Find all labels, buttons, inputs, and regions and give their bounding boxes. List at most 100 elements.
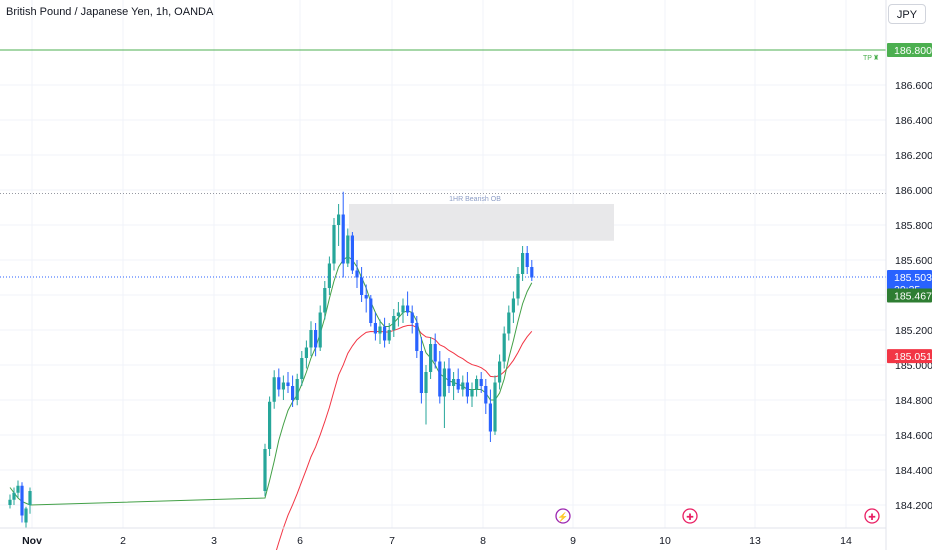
candle-body [452,379,456,386]
candle-body [507,312,511,334]
y-tick-label: 186.000 [895,185,932,197]
x-tick-label: 7 [389,535,395,547]
candle [369,295,373,327]
x-tick-label: 8 [480,535,486,547]
candle [314,323,318,357]
y-tick-label: 184.800 [895,395,932,407]
uk-flag-icon-glyph: ✚ [686,512,694,522]
tp-price-tag-bg [887,43,932,57]
candle-body [415,323,419,351]
y-tick-label: 186.600 [895,80,932,92]
candle-body [493,382,497,432]
candle [498,354,502,390]
candle-body [406,305,410,313]
candle-body [346,235,350,264]
x-tick-label: 3 [211,535,217,547]
candle [16,480,20,498]
candle-body [387,330,391,341]
ma-slow-tag: 185.051 [894,351,932,363]
candle [424,365,428,425]
candle [360,267,364,302]
y-tick-label: 185.800 [895,220,932,232]
candle-body [20,485,24,516]
candle-body [309,330,313,348]
candle [268,396,272,456]
candle [332,218,336,271]
y-tick-label: 185.600 [895,255,932,267]
candle [438,351,442,404]
x-tick-label: 6 [297,535,303,547]
time-axis[interactable]: Nov 2 3 6 7 8 9 10 13 14 [22,535,852,547]
candle [406,291,410,316]
candle-body [8,499,12,505]
candle-body [263,449,267,491]
candle [263,443,267,497]
candle [410,305,414,334]
x-tick-label: 9 [570,535,576,547]
candle-body [530,267,534,278]
x-tick-label: 13 [749,535,761,547]
lightning-icon-glyph: ⚡ [557,511,568,523]
candle-body [488,403,492,432]
candle-body [521,253,525,274]
candle-body [484,386,488,404]
events: ⚡ ✚ ✚ [555,508,880,524]
candle-body [479,379,483,386]
candle [530,260,534,281]
bearish-ob-zone [349,204,614,241]
candle-body [355,270,359,278]
uk-flag-icon: ✚ [682,508,698,524]
ma-slow-tag-bg [887,349,932,364]
lightning-icon-circle [555,508,571,524]
candle [507,305,511,341]
candle-body [318,312,322,348]
candle [387,323,391,344]
candle [24,506,28,528]
candle-body [369,298,373,323]
candle-body [341,214,345,264]
candle-body [12,492,16,500]
candle [452,372,456,400]
y-tick-label: 186.200 [895,150,932,162]
symbol-title[interactable]: British Pound / Japanese Yen, 1h, OANDA [6,6,214,18]
candle-body [304,347,308,358]
candle-body [475,379,479,390]
candle [350,232,354,274]
candle [286,372,290,393]
candle-body [314,330,318,348]
candle [502,326,506,369]
candle [373,312,377,341]
candle [277,368,281,397]
candle-body [392,316,396,330]
candle-body [281,382,285,390]
tp-annotation: TP [863,55,872,62]
candle-body [378,326,382,334]
grid [0,0,886,528]
candle-body [360,277,364,295]
candle [327,256,331,295]
candle-body [456,379,460,390]
candle-body [429,344,433,372]
candle [493,375,497,435]
lightning-icon: ⚡ [555,508,571,524]
x-tick-label: 10 [659,535,671,547]
currency-button[interactable]: JPY [888,4,926,24]
uk-flag-icon-glyph: ✚ [868,512,876,522]
candle-body [300,358,304,379]
candle-body [268,401,272,449]
candle-body [373,323,377,334]
candle [300,351,304,386]
candle-body [442,368,446,397]
candle [433,333,437,369]
candle-body [28,491,32,505]
candle-body [511,298,515,313]
uk-flag-icon: ✚ [864,508,880,524]
candle-body [383,326,387,341]
candle [516,267,520,306]
tp-flag-icon: ♜ [873,54,879,62]
candle [28,487,32,514]
tp-price-tag: 186.800 [894,45,932,57]
candle [447,358,451,393]
